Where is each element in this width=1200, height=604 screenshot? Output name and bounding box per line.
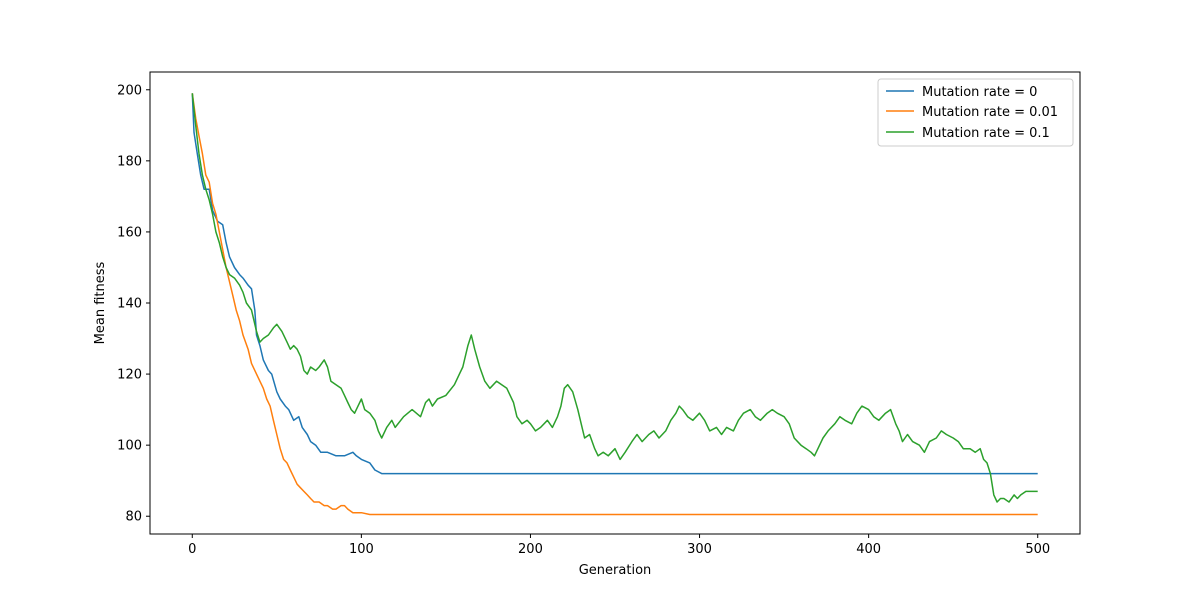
y-tick-label: 80 — [125, 510, 142, 525]
x-tick-label: 500 — [1025, 542, 1050, 557]
y-tick-label: 160 — [117, 225, 142, 240]
y-axis-label: Mean fitness — [93, 261, 108, 344]
x-tick-label: 100 — [349, 542, 374, 557]
y-tick-label: 180 — [117, 154, 142, 169]
legend: Mutation rate = 0 Mutation rate = 0.01 M… — [877, 78, 1074, 147]
series-layer — [191, 93, 1038, 516]
y-axis: 80 100 120 140 160 180 200 — [117, 83, 150, 525]
series-line-2 — [191, 93, 1038, 503]
legend-label: Mutation rate = 0.1 — [922, 126, 1050, 141]
series-line-0 — [191, 93, 1038, 475]
x-tick-label: 0 — [188, 542, 196, 557]
legend-label: Mutation rate = 0.01 — [922, 105, 1058, 120]
y-tick-label: 140 — [117, 297, 142, 312]
x-tick-label: 400 — [856, 542, 881, 557]
x-axis: 0 100 200 300 400 500 — [188, 534, 1050, 557]
legend-box — [877, 78, 1074, 147]
x-axis-label: Generation — [579, 563, 652, 578]
y-tick-label: 120 — [117, 368, 142, 383]
y-tick-label: 100 — [117, 439, 142, 454]
y-tick-label: 200 — [117, 83, 142, 98]
series-line-1 — [191, 93, 1038, 516]
legend-label: Mutation rate = 0 — [922, 85, 1037, 100]
x-tick-label: 300 — [687, 542, 712, 557]
x-tick-label: 200 — [518, 542, 543, 557]
